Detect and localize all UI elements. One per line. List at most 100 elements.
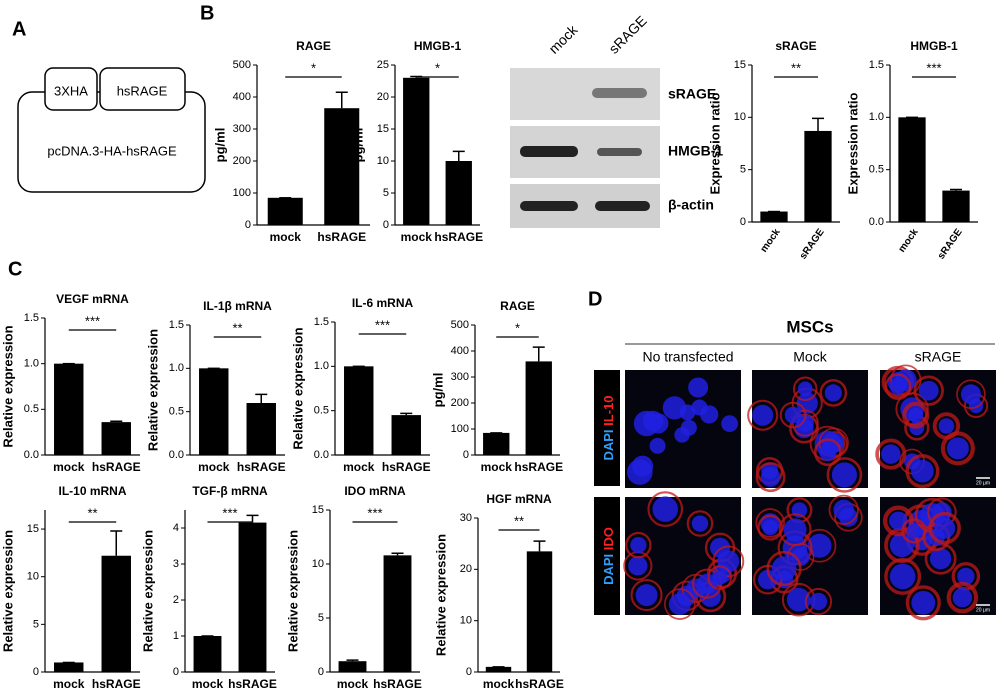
y-tick-label: 5 — [33, 618, 39, 630]
bar — [445, 161, 472, 225]
bar — [199, 368, 229, 455]
chart-title: HMGB-1 — [910, 39, 958, 53]
nucleus — [697, 573, 718, 594]
nucleus — [691, 515, 709, 532]
nucleus — [960, 384, 981, 405]
x-tick-label: mock — [481, 460, 513, 474]
nucleus — [635, 584, 658, 607]
error-bar — [110, 420, 123, 423]
y-tick-label: 25 — [377, 59, 389, 71]
western-blot: mock sRAGE sRAGE HMGB-1 β-actin — [510, 12, 723, 228]
y-tick-label: 5 — [383, 187, 389, 199]
chart-title: IL-1β mRNA — [203, 299, 272, 313]
significance-label: *** — [926, 60, 941, 75]
x-tick-label: mock — [343, 460, 375, 474]
nucleus — [946, 437, 969, 460]
bar — [101, 555, 131, 672]
nucleus — [762, 519, 779, 536]
error-bar — [255, 393, 268, 403]
bar — [898, 117, 926, 222]
y-tick-label: 1.5 — [314, 316, 329, 328]
y-tick-label: 1.0 — [24, 358, 39, 370]
nucleus — [934, 517, 956, 539]
cell-membrane — [755, 462, 786, 493]
band — [595, 201, 650, 211]
nucleus — [796, 414, 814, 432]
micro-title: MSCs — [786, 317, 833, 336]
bar — [246, 403, 276, 455]
chart-title: HMGB-1 — [414, 39, 462, 53]
nucleus — [908, 407, 924, 423]
y-tick-label: 1.5 — [169, 319, 184, 331]
chart-title: TGF-β mRNA — [192, 484, 268, 498]
tag-box — [44, 67, 98, 111]
y-tick-label: 0 — [245, 219, 251, 231]
lane-label: mock — [545, 21, 581, 57]
y-tick-label: 10 — [460, 615, 472, 627]
y-tick-label: 200 — [233, 155, 251, 167]
error-bar — [110, 530, 123, 556]
chart-title: RAGE — [500, 299, 535, 313]
column-label: Mock — [793, 349, 827, 365]
nucleus — [786, 587, 811, 612]
y-axis-label: Relative expression — [433, 534, 448, 656]
panel-label: D — [588, 288, 602, 310]
scale-bar-label: 20 μm — [976, 480, 990, 486]
y-axis-label: Relative expression — [290, 327, 305, 449]
y-tick-label: 500 — [451, 319, 469, 331]
y-tick-label: 1.5 — [24, 312, 39, 324]
y-tick-label: 20 — [377, 91, 389, 103]
nucleus — [889, 378, 907, 395]
nucleus — [807, 533, 832, 558]
cell-membrane — [940, 431, 975, 466]
y-tick-label: 5 — [740, 164, 746, 176]
stain: IL-10 — [601, 395, 616, 425]
chart-title: IL-6 mRNA — [352, 296, 414, 310]
column-label: No transfected — [642, 349, 733, 365]
nucleus — [809, 592, 828, 611]
y-tick-label: 400 — [233, 91, 251, 103]
cell-membrane — [826, 457, 863, 493]
nucleus — [652, 496, 678, 522]
bar — [391, 415, 421, 455]
nucleus — [929, 548, 952, 570]
y-axis-label: pg/ml — [430, 373, 445, 408]
error-bar — [533, 540, 546, 552]
row-label-box — [594, 497, 620, 615]
y-tick-label: 400 — [451, 345, 469, 357]
nucleus — [918, 380, 939, 401]
y-tick-label: 0.0 — [314, 449, 329, 461]
y-tick-label: 1.5 — [869, 59, 884, 71]
column-label: sRAGE — [915, 349, 962, 365]
nucleus — [712, 570, 728, 586]
significance-label: *** — [85, 313, 100, 328]
x-tick-label: mock — [897, 227, 921, 255]
y-tick-label: 1.0 — [869, 111, 884, 123]
nucleus — [819, 443, 837, 461]
band — [520, 201, 578, 211]
y-tick-label: 15 — [27, 523, 39, 535]
stain: DAPI — [601, 554, 616, 585]
nucleus — [680, 419, 697, 436]
y-tick-label: 15 — [312, 504, 324, 516]
y-tick-label: 100 — [233, 187, 251, 199]
nucleus — [688, 377, 709, 398]
x-tick-label: hsRAGE — [92, 460, 141, 474]
x-tick-label: mock — [270, 230, 302, 244]
band-label: HMGB-1 — [668, 143, 723, 159]
microscopy: MSCs No transfected Mock sRAGE DAPI IL-1… — [594, 317, 995, 615]
y-tick-label: 0.0 — [169, 449, 184, 461]
y-tick-label: 0 — [463, 449, 469, 461]
significance-label: *** — [375, 317, 390, 332]
y-axis-label: Relative expression — [285, 530, 300, 652]
stain: DAPI — [601, 429, 616, 460]
bar — [804, 130, 832, 222]
significance-label: * — [435, 60, 440, 75]
y-tick-label: 0.0 — [24, 449, 39, 461]
bar — [403, 77, 430, 225]
y-tick-label: 1 — [173, 630, 179, 642]
panel-label: B — [200, 2, 214, 24]
cell-membrane — [747, 399, 779, 431]
y-tick-label: 0 — [740, 216, 746, 228]
